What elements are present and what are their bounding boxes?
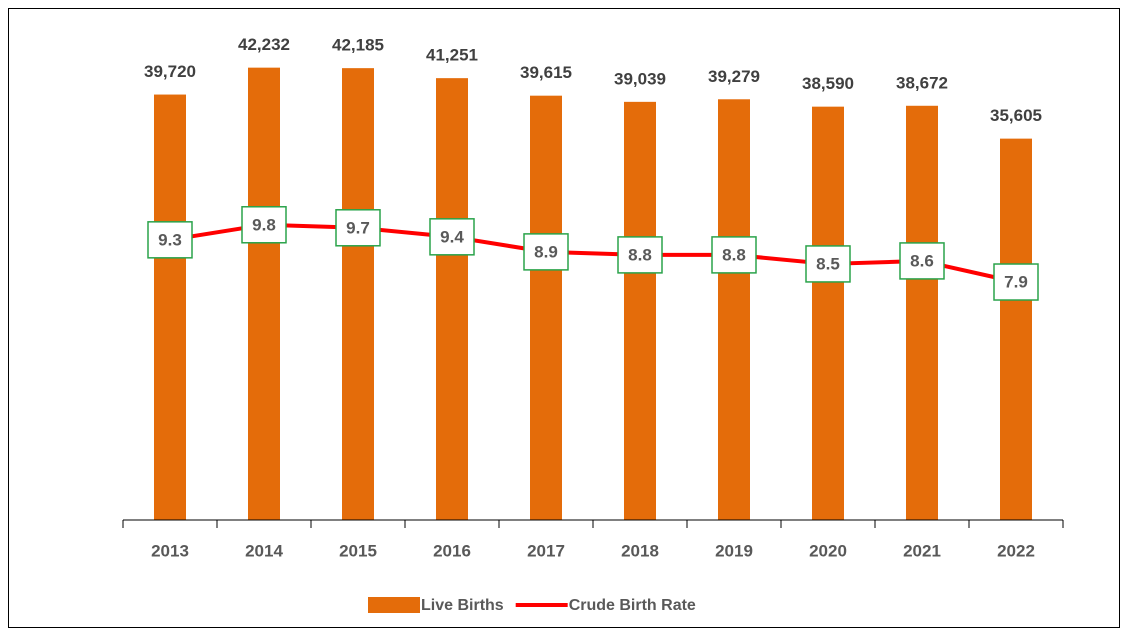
x-tick-label: 2014 — [245, 541, 283, 560]
bar — [1000, 138, 1032, 520]
x-tick-label: 2013 — [151, 541, 189, 560]
bar-value-label: 38,590 — [802, 74, 854, 93]
data-label-box — [805, 245, 851, 283]
x-tick-label: 2019 — [715, 541, 753, 560]
x-tick-label: 2017 — [527, 541, 565, 560]
bar — [436, 78, 468, 521]
bar-value-label: 39,039 — [614, 69, 666, 88]
line-value-label: 8.6 — [910, 251, 934, 270]
x-tick-label: 2022 — [997, 541, 1035, 560]
line-value-label: 8.8 — [628, 245, 652, 264]
data-label-box — [993, 263, 1039, 301]
line-value-label: 9.8 — [252, 215, 276, 234]
bar-value-label: 39,720 — [144, 62, 196, 81]
line-value-label: 9.4 — [440, 227, 464, 246]
line-value-label: 9.7 — [346, 218, 370, 237]
bar — [812, 106, 844, 520]
bar — [530, 95, 562, 521]
x-tick-label: 2016 — [433, 541, 471, 560]
bar-value-label: 42,232 — [238, 35, 290, 54]
legend-label: Live Births — [421, 597, 504, 614]
bar-value-label: 42,185 — [332, 36, 384, 55]
line — [169, 222, 1017, 284]
data-label-box — [241, 206, 287, 244]
data-label-box — [523, 233, 569, 271]
bar — [248, 67, 280, 521]
bar-value-label: 41,251 — [426, 46, 478, 65]
bar — [342, 68, 374, 520]
bar-value-label: 35,605 — [990, 106, 1042, 125]
bar — [718, 99, 750, 521]
line-value-label: 8.5 — [816, 254, 840, 273]
data-label-box — [335, 209, 381, 247]
data-label-box — [711, 236, 757, 274]
data-label-box — [147, 221, 193, 259]
line-value-label: 8.9 — [534, 242, 558, 261]
legend-swatch — [368, 597, 420, 613]
x-tick-label: 2015 — [339, 541, 377, 560]
legend-label: Crude Birth Rate — [569, 597, 696, 614]
line-value-label: 7.9 — [1004, 272, 1028, 291]
bar — [154, 94, 186, 521]
data-label-box — [899, 242, 945, 280]
data-label-box — [429, 218, 475, 256]
data-label-box — [617, 236, 663, 274]
bar-value-label: 39,279 — [708, 67, 760, 86]
bar — [906, 105, 938, 521]
bar — [624, 101, 656, 520]
x-tick-label: 2018 — [621, 541, 659, 560]
line-value-label: 8.8 — [722, 245, 746, 264]
x-tick-label: 2020 — [809, 541, 847, 560]
bar-value-label: 38,672 — [896, 73, 948, 92]
line-value-label: 9.3 — [158, 230, 182, 249]
bar-value-label: 39,615 — [520, 63, 572, 82]
x-tick-label: 2021 — [903, 541, 941, 560]
